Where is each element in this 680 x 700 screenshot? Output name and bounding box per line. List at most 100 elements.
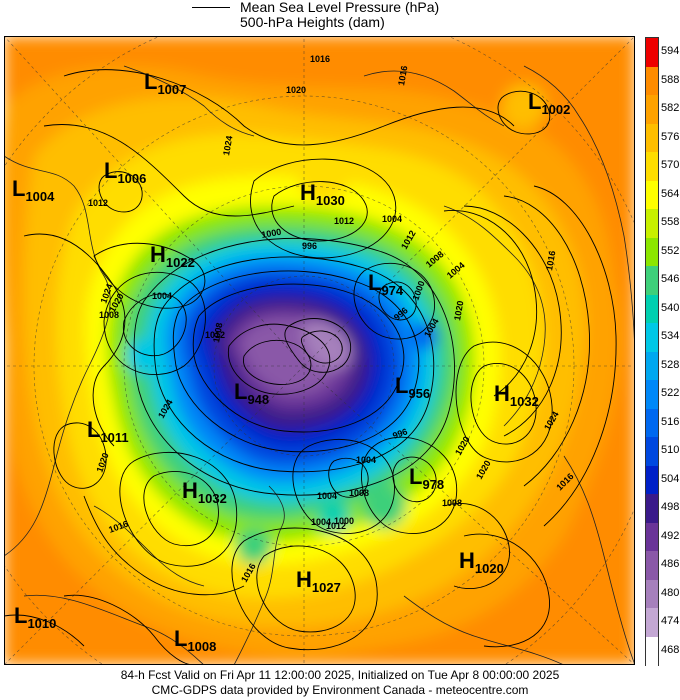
legend-mslp-label: Mean Sea Level Pressure (hPa)	[240, 0, 440, 15]
forecast-map: 1016 1020 1012 1024 1016 1012 1004 1000 996 1004 1…	[4, 36, 635, 665]
system-type: L	[528, 89, 541, 114]
colorbar-level-label: 588	[661, 73, 680, 86]
colorbar-level-label: 534	[661, 330, 680, 343]
high-pressure-label: H1032	[494, 381, 539, 409]
system-type: H	[459, 548, 475, 573]
system-pressure-value: 974	[381, 283, 403, 298]
system-pressure-value: 1022	[166, 255, 195, 270]
colorbar-level-label: 522	[661, 387, 680, 400]
colorbar-segment	[646, 351, 658, 381]
isobar-value-label: 996	[391, 426, 409, 441]
isobar-value-label: 1012	[205, 330, 225, 340]
colorbar-segment	[646, 437, 658, 466]
system-type: H	[296, 567, 312, 592]
system-type: L	[409, 464, 422, 489]
high-pressure-label: H1027	[296, 567, 341, 595]
colorbar-level-label: 480	[661, 586, 680, 599]
system-pressure-value: 1032	[510, 394, 539, 409]
isobar-value-label: 1004	[152, 291, 172, 301]
colorbar-level-label: 576	[661, 130, 680, 143]
colorbar-segment	[646, 494, 658, 523]
isobar-value-label: 1016	[396, 65, 409, 86]
colorbar-segment	[646, 522, 658, 552]
isobar-value-label: 1000	[261, 227, 282, 240]
colorbar-level-label: 564	[661, 187, 680, 200]
colorbar-segment	[646, 152, 658, 181]
isobar-value-label: 1012	[88, 198, 108, 208]
isobar-value-label: 1016	[544, 250, 557, 271]
colorbar-segment	[646, 237, 658, 267]
system-type: L	[234, 379, 247, 404]
colorbar-level-label: 546	[661, 273, 680, 286]
low-pressure-label: L956	[395, 373, 430, 401]
isobar-value-label: 1024	[221, 135, 234, 156]
system-pressure-value: 948	[247, 392, 269, 407]
system-pressure-value: 1011	[100, 430, 128, 445]
colorbar-segment	[646, 380, 658, 409]
system-type: H	[182, 478, 198, 503]
height-fill-layer	[4, 36, 635, 665]
colorbar-segment	[646, 579, 658, 609]
system-type: L	[12, 176, 25, 201]
isobar-value-label: 1008	[211, 322, 224, 343]
high-pressure-label: H1032	[182, 478, 227, 506]
system-pressure-value: 1010	[27, 616, 56, 631]
colorbar-segment	[646, 323, 658, 352]
colorbar-level-label: 504	[661, 472, 680, 485]
colorbar-level-label: 498	[661, 501, 680, 514]
system-type: L	[174, 626, 187, 651]
low-pressure-label: L1010	[14, 603, 56, 631]
system-pressure-value: 1032	[198, 491, 227, 506]
low-pressure-label: L1002	[528, 89, 570, 117]
system-pressure-value: 1027	[312, 580, 341, 595]
height-colorbar	[645, 37, 659, 666]
colorbar-level-label: 540	[661, 301, 680, 314]
colorbar-segment	[646, 408, 658, 438]
isobar-value-label: 1000	[334, 516, 354, 526]
system-pressure-value: 1020	[475, 561, 504, 576]
high-pressure-label: H1022	[150, 242, 195, 270]
data-credit-text: CMC-GDPS data provided by Environment Ca…	[151, 683, 529, 697]
system-type: L	[395, 373, 408, 398]
colorbar-level-label: 486	[661, 558, 680, 571]
colorbar-segment	[646, 465, 658, 495]
low-pressure-label: L978	[409, 464, 444, 492]
colorbar-level-label: 516	[661, 415, 680, 428]
colorbar-segment	[646, 266, 658, 295]
system-type: H	[494, 381, 510, 406]
system-pressure-value: 1030	[316, 193, 345, 208]
system-pressure-value: 956	[408, 386, 430, 401]
system-type: L	[87, 417, 100, 442]
colorbar-segment	[646, 551, 658, 580]
isobar-value-label: 1016	[310, 54, 330, 64]
isobar-value-label: 1008	[349, 488, 369, 498]
low-pressure-label: L1011	[87, 417, 129, 445]
system-pressure-value: 1007	[157, 82, 186, 97]
isobar-layer	[4, 69, 617, 665]
colorbar-level-label: 468	[661, 643, 680, 656]
isobar-value-label: 1012	[334, 216, 354, 226]
colorbar-level-label: 474	[661, 615, 680, 628]
low-pressure-label: L1006	[104, 158, 146, 186]
colorbar-segment	[646, 95, 658, 124]
colorbar-segment	[646, 294, 658, 324]
colorbar-segment	[646, 66, 658, 96]
colorbar-segment	[646, 608, 658, 637]
isobar-value-label: 996	[302, 241, 317, 251]
legend-line-sample	[192, 7, 230, 8]
colorbar-segment	[646, 180, 658, 210]
system-pressure-value: 1006	[117, 171, 146, 186]
colorbar-level-label: 510	[661, 444, 680, 457]
system-type: L	[368, 270, 381, 295]
colorbar-segment	[646, 209, 658, 238]
isobar-value-label: 1004	[356, 455, 376, 465]
colorbar-level-label: 492	[661, 529, 680, 542]
isobar-value-label: 1012	[326, 521, 346, 531]
low-pressure-label: L974	[368, 270, 404, 298]
colorbar-level-label: 558	[661, 216, 680, 229]
isobar-value-label: 1008	[99, 310, 119, 320]
low-pressure-label: L1007	[144, 69, 186, 97]
system-pressure-value: 978	[422, 477, 444, 492]
system-type: H	[300, 180, 316, 205]
